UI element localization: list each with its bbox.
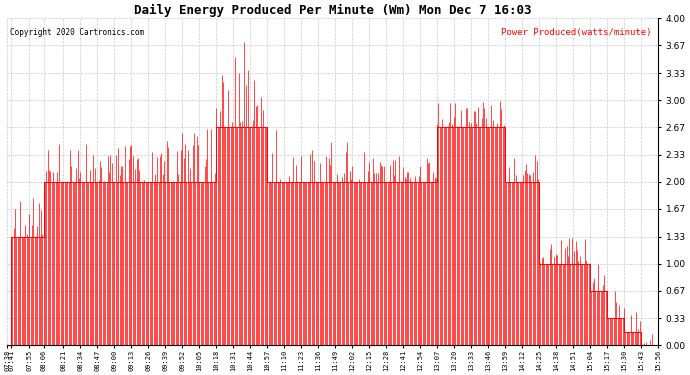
Text: Copyright 2020 Cartronics.com: Copyright 2020 Cartronics.com bbox=[10, 28, 144, 37]
Text: Power Produced(watts/minute): Power Produced(watts/minute) bbox=[501, 28, 651, 37]
Title: Daily Energy Produced Per Minute (Wm) Mon Dec 7 16:03: Daily Energy Produced Per Minute (Wm) Mo… bbox=[134, 4, 531, 17]
